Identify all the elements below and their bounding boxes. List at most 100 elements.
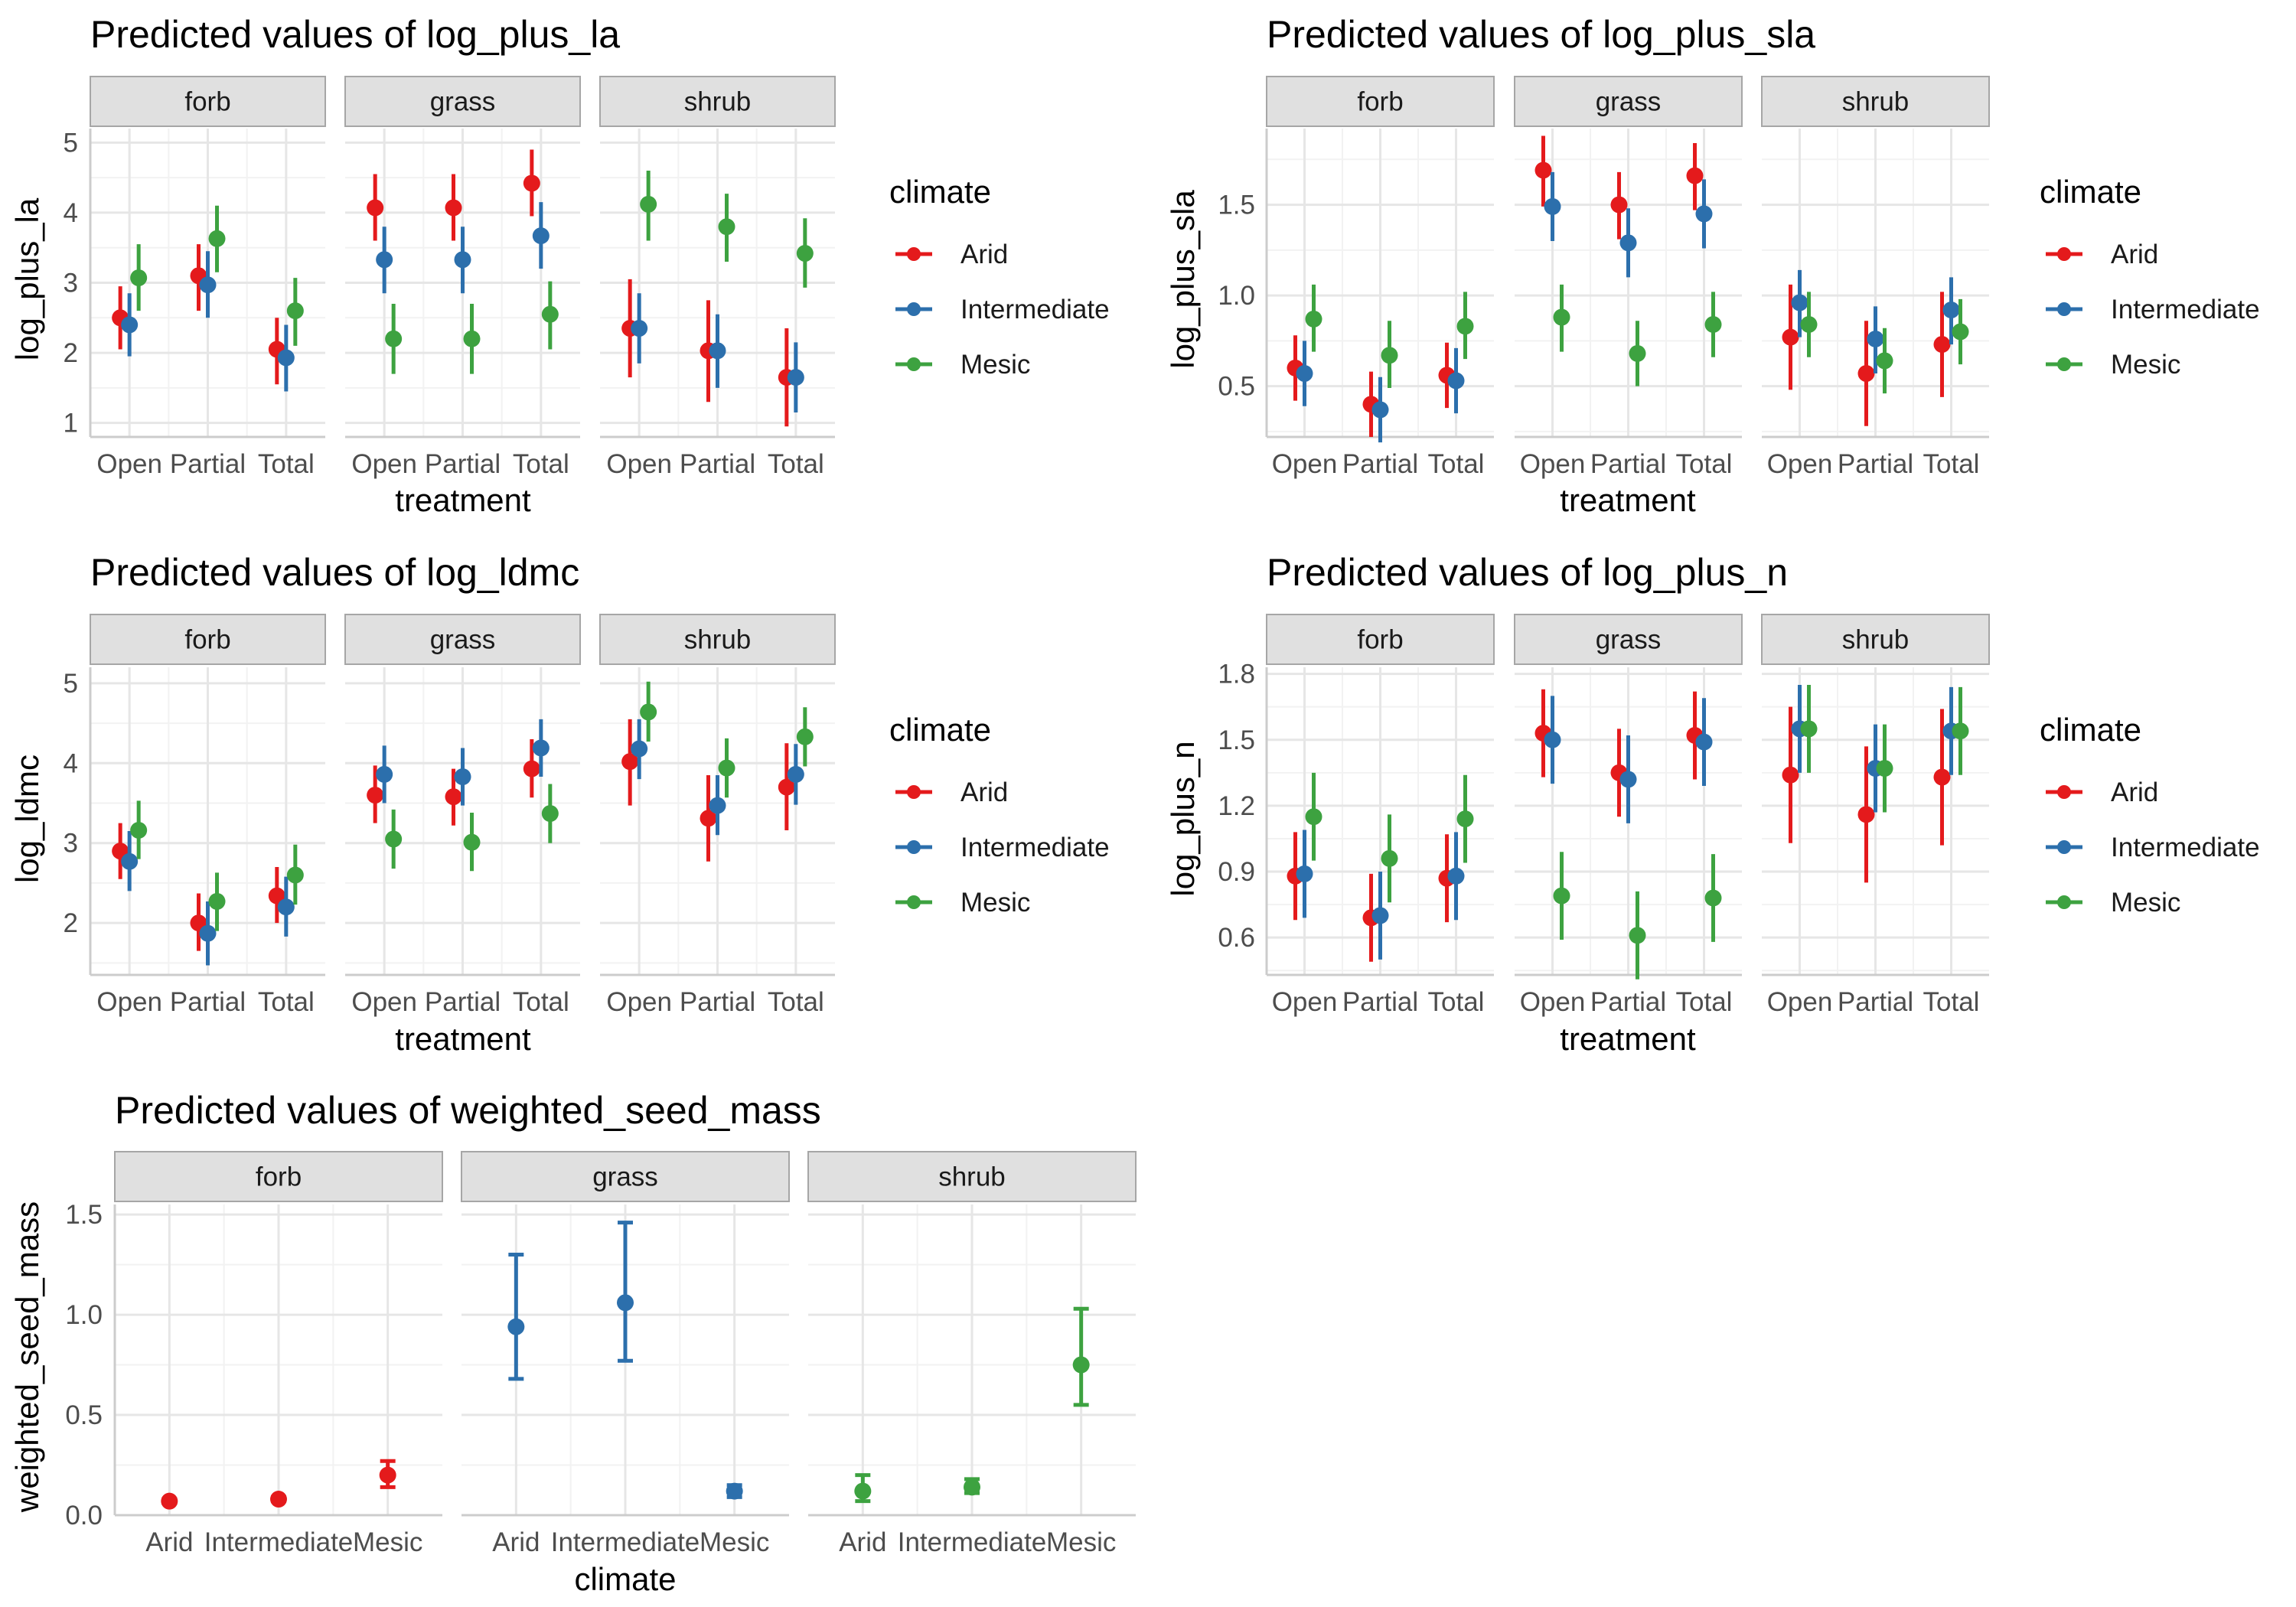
data-point — [700, 810, 717, 827]
y-tick-label: 2 — [64, 908, 78, 938]
data-point — [1704, 316, 1722, 334]
facet-strip-label: grass — [430, 87, 496, 117]
x-axis-label: treatment — [395, 1021, 531, 1057]
data-point — [709, 342, 726, 360]
x-tick-label: Total — [258, 449, 315, 479]
data-point — [617, 1294, 634, 1312]
legend-label: Arid — [960, 240, 1008, 269]
facet-panel-grass: grass Open Partial Total — [1514, 76, 1743, 479]
facet-strip-label: forb — [1357, 625, 1403, 655]
data-point — [385, 830, 403, 848]
x-tick-label: Partial — [170, 449, 246, 479]
y-tick-label: 0.0 — [65, 1501, 103, 1530]
x-tick-label: Intermediate — [898, 1527, 1047, 1557]
x-tick-label: Intermediate — [204, 1527, 354, 1557]
plot-log-ldmc: Predicted values of log_ldmc treatment l… — [9, 551, 1110, 1057]
data-point — [454, 251, 471, 269]
data-point — [376, 765, 393, 783]
facet-strip — [599, 76, 836, 127]
legend-label: Arid — [960, 777, 1008, 807]
y-tick-label: 1.5 — [1218, 191, 1255, 220]
legend-label: Intermediate — [960, 295, 1110, 324]
legend-item-mesic: Mesic — [895, 350, 1030, 380]
x-tick-label: Mesic — [1046, 1527, 1116, 1557]
facet-panel-forb: forb Arid Intermediate Mesic — [113, 1151, 443, 1557]
plot-title: Predicted values of weighted_seed_mass — [115, 1089, 821, 1132]
x-tick-label: Open — [351, 987, 417, 1017]
data-point — [130, 269, 148, 287]
data-point — [1456, 810, 1474, 828]
data-point — [640, 703, 657, 721]
x-tick-label: Total — [1428, 987, 1485, 1017]
data-point — [1619, 771, 1637, 788]
facet-strip — [1761, 76, 1990, 127]
y-tick-label: 5 — [64, 669, 78, 699]
y-tick-label: 1 — [64, 409, 78, 438]
x-tick-label: Mesic — [700, 1527, 769, 1557]
data-point — [1876, 760, 1893, 777]
y-tick-label: 1.5 — [1218, 725, 1255, 755]
data-point — [463, 330, 481, 347]
data-point — [1381, 849, 1398, 867]
y-tick-label: 1.2 — [1218, 791, 1255, 821]
data-point — [1305, 310, 1322, 328]
data-point — [1857, 806, 1875, 823]
y-tick-label: 0.6 — [1218, 923, 1255, 953]
data-point — [385, 330, 403, 347]
data-point — [1553, 308, 1570, 326]
facet-strip — [599, 614, 836, 665]
legend-title: climate — [889, 174, 991, 210]
x-tick-label: Partial — [680, 987, 755, 1017]
x-tick-label: Open — [1520, 449, 1586, 479]
facet-strip-label: shrub — [684, 87, 752, 117]
x-tick-label: Open — [1520, 987, 1586, 1017]
data-point — [208, 892, 226, 910]
data-point — [199, 924, 217, 942]
legend-item-arid: Arid — [895, 240, 1008, 269]
data-point — [541, 305, 559, 323]
legend-key-dot — [907, 785, 921, 799]
x-tick-label: Open — [606, 449, 672, 479]
legend-key-dot — [907, 840, 921, 854]
data-point — [1447, 867, 1465, 885]
facet-strip — [1266, 76, 1495, 127]
x-axis-label: climate — [574, 1561, 676, 1597]
facet-strip-label: shrub — [938, 1162, 1006, 1192]
plot-log-plus-n: Predicted values of log_plus_n treatment… — [1165, 551, 2260, 1057]
x-tick-label: Partial — [1342, 987, 1418, 1017]
legend-title: climate — [2040, 174, 2141, 210]
y-axis-label: log_ldmc — [9, 755, 45, 883]
legend-item-mesic: Mesic — [2046, 350, 2180, 380]
y-tick-label: 3 — [64, 829, 78, 859]
data-point — [726, 1482, 743, 1500]
legend-title: climate — [2040, 712, 2141, 748]
data-point — [523, 174, 540, 192]
facet-strip-label: grass — [592, 1162, 658, 1192]
y-axis-label: log_plus_sla — [1165, 190, 1201, 369]
y-tick-label: 0.5 — [65, 1400, 103, 1430]
facet-panel-shrub: shrub Arid Intermediate Mesic — [807, 1151, 1137, 1557]
facet-strip-label: shrub — [1842, 87, 1910, 117]
x-tick-label: Partial — [1342, 449, 1418, 479]
data-point — [1534, 161, 1552, 179]
x-tick-label: Partial — [425, 987, 501, 1017]
data-point — [1072, 1356, 1090, 1374]
data-point — [130, 822, 148, 839]
data-point — [1800, 316, 1818, 334]
x-tick-label: Total — [513, 449, 569, 479]
legend-item-intermediate: Intermediate — [895, 833, 1110, 862]
data-point — [367, 199, 384, 217]
y-axis-label: weighted_seed_mass — [9, 1201, 45, 1513]
data-point — [1782, 766, 1799, 784]
x-tick-label: Open — [606, 987, 672, 1017]
data-point — [796, 245, 814, 262]
legend-key-dot — [2057, 247, 2071, 261]
legend-label: Mesic — [960, 888, 1030, 918]
legend-label: Mesic — [2111, 888, 2180, 918]
data-point — [1371, 401, 1389, 419]
data-point — [532, 227, 550, 245]
legend-key-dot — [907, 895, 921, 909]
x-tick-label: Total — [513, 987, 569, 1017]
legend-key-dot — [2057, 895, 2071, 909]
x-tick-label: Partial — [425, 449, 501, 479]
